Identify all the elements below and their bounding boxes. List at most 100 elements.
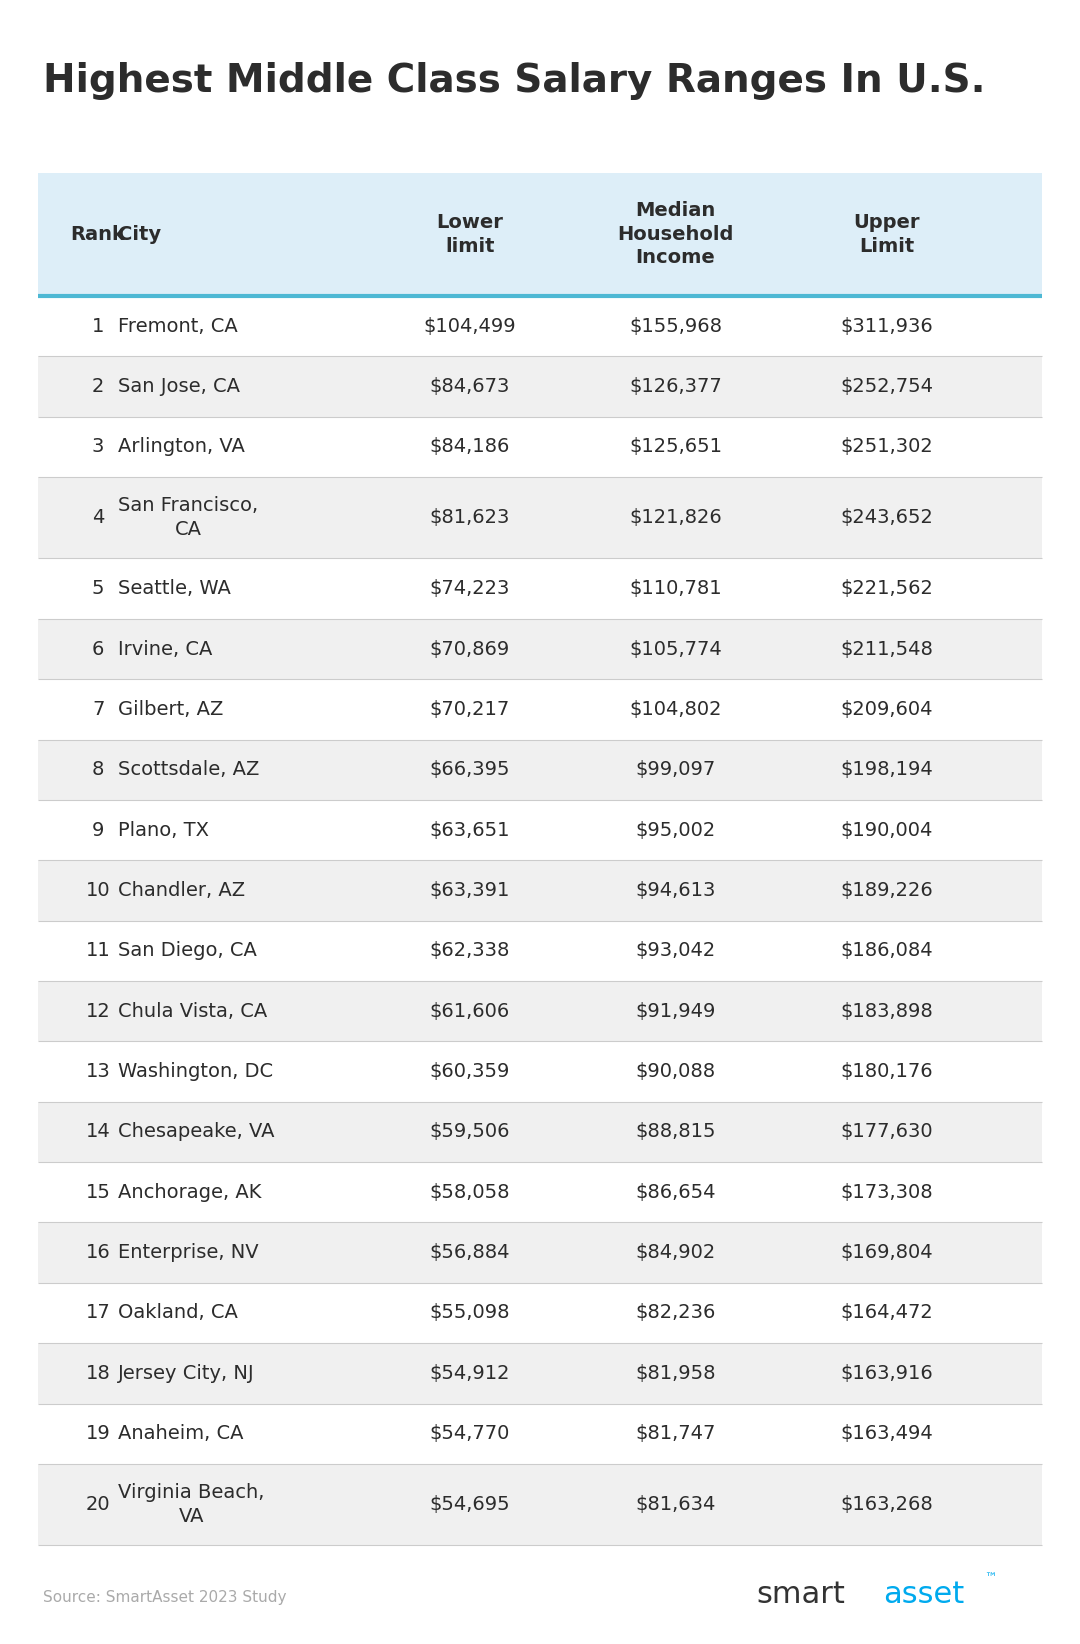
Bar (38, 357, 1042, 416)
Bar (38, 1404, 1042, 1463)
Text: San Diego, CA: San Diego, CA (118, 942, 257, 960)
Text: $63,391: $63,391 (430, 881, 510, 899)
Text: San Francisco,
CA: San Francisco, CA (118, 496, 258, 539)
Text: Highest Middle Class Salary Ranges In U.S.: Highest Middle Class Salary Ranges In U.… (43, 62, 986, 100)
Text: $70,217: $70,217 (430, 700, 510, 718)
Text: $209,604: $209,604 (840, 700, 933, 718)
Text: $55,098: $55,098 (430, 1304, 510, 1322)
Text: $99,097: $99,097 (635, 760, 716, 779)
Text: Fremont, CA: Fremont, CA (118, 317, 238, 335)
Text: $60,359: $60,359 (430, 1062, 510, 1082)
Text: $164,472: $164,472 (840, 1304, 933, 1322)
Bar (38, 981, 1042, 1041)
Text: $95,002: $95,002 (635, 820, 716, 840)
Text: $180,176: $180,176 (840, 1062, 933, 1082)
Text: Chandler, AZ: Chandler, AZ (118, 881, 245, 899)
Bar (38, 1101, 1042, 1162)
Bar (38, 1282, 1042, 1343)
Text: 7: 7 (92, 700, 105, 718)
Text: $186,084: $186,084 (840, 942, 933, 960)
Text: 8: 8 (92, 760, 105, 779)
Text: $62,338: $62,338 (430, 942, 510, 960)
Text: 19: 19 (85, 1424, 110, 1443)
Text: 1: 1 (92, 317, 105, 335)
Text: $252,754: $252,754 (840, 376, 933, 396)
Text: $311,936: $311,936 (840, 317, 933, 335)
Text: $93,042: $93,042 (635, 942, 716, 960)
Text: San Jose, CA: San Jose, CA (118, 376, 240, 396)
Text: $61,606: $61,606 (430, 1001, 510, 1021)
Text: 18: 18 (85, 1365, 110, 1383)
Text: Rank: Rank (70, 225, 125, 243)
Bar (38, 296, 1042, 357)
Text: $91,949: $91,949 (635, 1001, 716, 1021)
Text: $81,747: $81,747 (635, 1424, 716, 1443)
Text: Chula Vista, CA: Chula Vista, CA (118, 1001, 268, 1021)
Text: Arlington, VA: Arlington, VA (118, 437, 245, 457)
Bar (38, 860, 1042, 921)
Text: $84,186: $84,186 (430, 437, 510, 457)
Text: $81,958: $81,958 (635, 1365, 716, 1383)
Text: $221,562: $221,562 (840, 579, 933, 598)
Text: $90,088: $90,088 (635, 1062, 716, 1082)
Text: $58,058: $58,058 (430, 1182, 510, 1202)
Bar (38, 1223, 1042, 1282)
Text: 3: 3 (92, 437, 105, 457)
Text: $63,651: $63,651 (430, 820, 510, 840)
Text: $211,548: $211,548 (840, 640, 933, 659)
Text: Gilbert, AZ: Gilbert, AZ (118, 700, 224, 718)
Text: Virginia Beach,
VA: Virginia Beach, VA (118, 1483, 265, 1526)
Bar (38, 1343, 1042, 1404)
Text: Anchorage, AK: Anchorage, AK (118, 1182, 261, 1202)
Text: smart: smart (756, 1580, 845, 1609)
Text: City: City (118, 225, 161, 243)
Text: 14: 14 (85, 1123, 110, 1141)
Text: $82,236: $82,236 (635, 1304, 716, 1322)
Text: Anaheim, CA: Anaheim, CA (118, 1424, 244, 1443)
Text: $173,308: $173,308 (840, 1182, 933, 1202)
Text: 9: 9 (92, 820, 105, 840)
Text: $84,902: $84,902 (635, 1243, 716, 1263)
Text: 16: 16 (85, 1243, 110, 1263)
Text: $110,781: $110,781 (630, 579, 721, 598)
Text: Upper
Limit: Upper Limit (853, 214, 920, 255)
Text: $59,506: $59,506 (430, 1123, 510, 1141)
Bar (38, 477, 1042, 559)
Text: $66,395: $66,395 (430, 760, 510, 779)
Bar (38, 921, 1042, 981)
Text: Median
Household
Income: Median Household Income (618, 201, 733, 268)
Text: $163,916: $163,916 (840, 1365, 933, 1383)
Text: Lower
limit: Lower limit (436, 214, 503, 255)
Text: 17: 17 (85, 1304, 110, 1322)
Text: $126,377: $126,377 (630, 376, 721, 396)
Text: $81,634: $81,634 (635, 1494, 716, 1514)
Text: $198,194: $198,194 (840, 760, 933, 779)
Text: Washington, DC: Washington, DC (118, 1062, 273, 1082)
Bar (38, 618, 1042, 679)
Text: $177,630: $177,630 (840, 1123, 933, 1141)
Bar (38, 740, 1042, 801)
Bar (38, 1162, 1042, 1223)
Text: Enterprise, NV: Enterprise, NV (118, 1243, 259, 1263)
Text: 6: 6 (92, 640, 105, 659)
Text: Jersey City, NJ: Jersey City, NJ (118, 1365, 255, 1383)
Bar (38, 1463, 1042, 1545)
Text: $163,268: $163,268 (840, 1494, 933, 1514)
Text: Chesapeake, VA: Chesapeake, VA (118, 1123, 274, 1141)
Text: $251,302: $251,302 (840, 437, 933, 457)
Text: 20: 20 (85, 1494, 110, 1514)
Text: $88,815: $88,815 (635, 1123, 716, 1141)
Text: $125,651: $125,651 (629, 437, 723, 457)
Bar (38, 559, 1042, 618)
Text: ™: ™ (984, 1572, 997, 1585)
Text: asset: asset (883, 1580, 964, 1609)
Text: 4: 4 (92, 508, 105, 528)
Text: $243,652: $243,652 (840, 508, 933, 528)
Text: 11: 11 (85, 942, 110, 960)
Text: 10: 10 (85, 881, 110, 899)
Bar (38, 416, 1042, 477)
Text: $121,826: $121,826 (630, 508, 721, 528)
Text: $84,673: $84,673 (430, 376, 510, 396)
Text: $70,869: $70,869 (430, 640, 510, 659)
Text: $169,804: $169,804 (840, 1243, 933, 1263)
